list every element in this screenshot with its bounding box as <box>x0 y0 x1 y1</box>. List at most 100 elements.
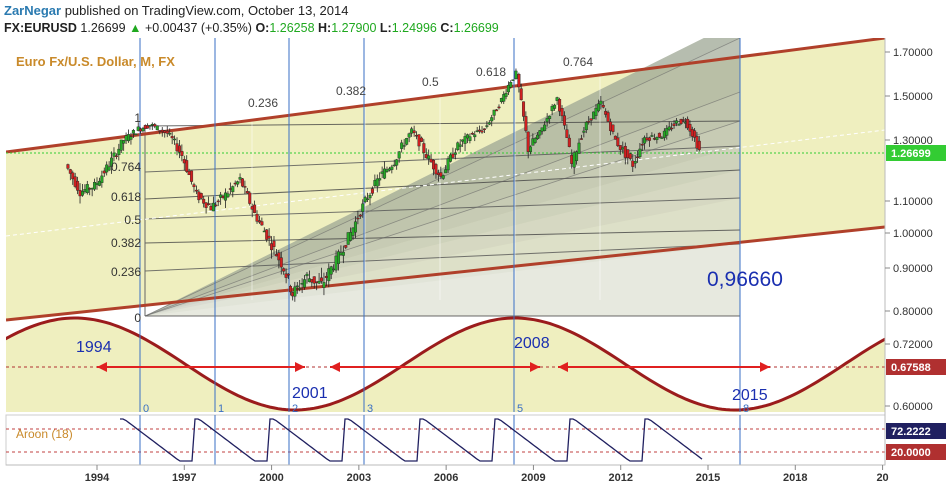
candle-body <box>307 278 311 282</box>
candle-body <box>310 279 314 283</box>
time-tick-label: 1994 <box>85 472 110 484</box>
candles <box>66 68 701 302</box>
candle-body <box>395 159 399 166</box>
candle-body <box>631 160 635 167</box>
open-value: 1.26258 <box>269 21 315 35</box>
candle-body <box>618 145 622 150</box>
candle-body <box>410 128 414 134</box>
candle-body <box>368 194 372 199</box>
candle-body <box>492 109 496 116</box>
candle-body <box>604 110 608 115</box>
cycle-fill <box>6 318 885 412</box>
candle-body <box>526 131 530 152</box>
time-zone-label: 1 <box>218 403 224 415</box>
candle-body <box>633 161 637 164</box>
candle-body <box>468 136 472 141</box>
aroon-lower-badge: 20.0000 <box>891 447 931 459</box>
time-tick-label: 20 <box>876 472 888 484</box>
candle-body <box>628 153 632 159</box>
candle-body <box>587 121 591 123</box>
candle-body <box>509 82 513 88</box>
cycle-arrow-head-right <box>530 362 540 372</box>
candle-body <box>233 182 237 185</box>
candle-body <box>83 189 87 192</box>
candle-body <box>548 115 552 119</box>
candle-body <box>274 254 278 257</box>
symbol-name[interactable]: FX:EURUSD <box>4 21 77 35</box>
candle-body <box>419 137 423 142</box>
candle-body <box>613 135 617 140</box>
aroon-line <box>120 418 703 462</box>
candle-body <box>214 204 218 207</box>
cycle-arrow-head-right <box>295 362 305 372</box>
candle-body <box>182 159 186 164</box>
author-link[interactable]: ZarNegar <box>4 3 62 18</box>
candle-body <box>643 137 647 144</box>
candle-body <box>216 200 220 203</box>
candle-body <box>288 286 292 293</box>
candle-body <box>279 257 283 268</box>
candle-body <box>107 166 111 171</box>
candle-body <box>570 155 574 164</box>
cycle-arrow-head-right <box>760 362 770 372</box>
candle-body <box>93 182 97 190</box>
fan-band <box>145 170 740 316</box>
candle-body <box>363 197 367 203</box>
candle-body <box>439 172 443 177</box>
candle-body <box>560 108 564 117</box>
candle-body <box>293 286 297 297</box>
candle-body <box>429 158 433 163</box>
candle-body <box>353 221 357 233</box>
candle-body <box>112 152 116 157</box>
candle-body <box>679 119 683 124</box>
candle-body <box>295 285 299 288</box>
candle-body <box>519 88 523 101</box>
candle-body <box>504 93 508 97</box>
candle-body <box>114 155 118 157</box>
time-axis[interactable]: 1994 1997 2000 2003 2006 2009 2012 2015 2018 20 <box>85 465 889 484</box>
price-tick-label: 0.72000 <box>893 339 933 351</box>
candle-body <box>475 130 479 132</box>
candle-body <box>482 128 486 130</box>
candle-body <box>320 277 324 282</box>
cycle-year-label: 2008 <box>514 335 550 352</box>
candle-body <box>378 178 382 181</box>
price-tick-label: 1.70000 <box>893 47 933 59</box>
candle-body <box>606 112 610 122</box>
candle-body <box>127 134 131 142</box>
candle-body <box>623 146 627 158</box>
candle-body <box>177 145 181 153</box>
candle-body <box>383 168 387 179</box>
price-tick-label: 0.90000 <box>893 263 933 275</box>
cycle-arrow-head-left <box>558 362 568 372</box>
candle-body <box>100 175 104 183</box>
candle-body <box>199 193 203 199</box>
candle-body <box>370 188 374 194</box>
candle-body <box>538 130 542 136</box>
candle-body <box>327 268 331 282</box>
candle-body <box>153 124 157 127</box>
price-axis[interactable]: 1.70000 1.50000 1.30000 1.10000 1.00000 0.900… <box>885 47 933 413</box>
fan-top-label: 0.382 <box>336 84 366 98</box>
candle-body <box>255 213 259 222</box>
chart-header: ZarNegar published on TradingView.com, O… <box>0 0 952 38</box>
candle-body <box>667 126 671 131</box>
candle-body <box>677 124 681 126</box>
candle-body <box>543 124 547 131</box>
candle-body <box>592 111 596 120</box>
candle-body <box>192 184 196 188</box>
candle-body <box>575 151 579 161</box>
candle-body <box>584 122 588 131</box>
candle-body <box>88 188 92 190</box>
candle-body <box>76 180 80 191</box>
high-value: 1.27900 <box>331 21 377 35</box>
price-change: +0.00437 (+0.35%) <box>144 21 252 35</box>
candle-body <box>131 130 135 134</box>
candle-body <box>582 130 586 133</box>
last-price-badge: 1.26699 <box>891 148 931 160</box>
candle-body <box>463 136 467 144</box>
candle-body <box>674 120 678 124</box>
candle-body <box>405 138 409 145</box>
candle-body <box>550 105 554 112</box>
